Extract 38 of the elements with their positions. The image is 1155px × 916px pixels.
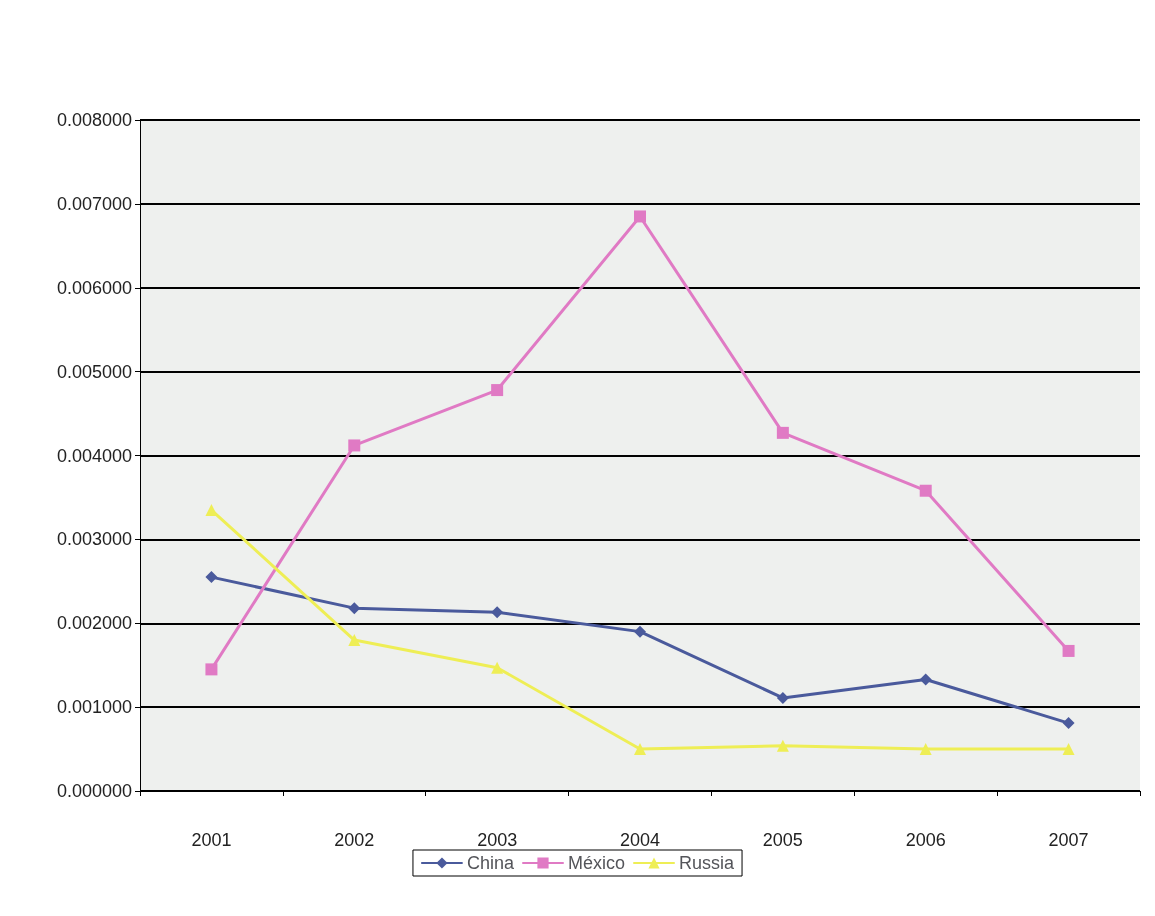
point (776, 426, 789, 439)
x-tick-label: 2002 (334, 830, 375, 850)
x-tick-label: 2007 (1048, 830, 1089, 850)
point (919, 673, 932, 686)
point (776, 691, 789, 704)
x-tick-label: 2001 (191, 830, 232, 850)
x-tick-label: 2005 (762, 830, 803, 850)
point (919, 743, 932, 756)
y-tick-label: 0.006000 (56, 277, 132, 298)
x-tick-label: 2004 (619, 830, 661, 850)
point (491, 384, 504, 397)
legend-label: China (466, 853, 515, 873)
point (776, 739, 789, 752)
legend-label: México (568, 853, 626, 873)
legend-label: Russia (679, 853, 736, 873)
point (1062, 743, 1075, 756)
y-tick-label: 0.003000 (56, 529, 132, 550)
point (205, 663, 218, 676)
point (919, 484, 932, 497)
y-tick-label: 0.007000 (56, 193, 132, 214)
y-tick-label: 0.005000 (56, 361, 132, 382)
point (205, 571, 218, 584)
point (634, 625, 646, 638)
point (1062, 644, 1075, 657)
y-tick-label: 0.000000 (56, 781, 132, 801)
x-tick-label: 2006 (905, 830, 946, 850)
point (348, 634, 361, 647)
point (634, 210, 646, 223)
point (491, 661, 504, 674)
point (491, 606, 504, 619)
y-tick-label: 0.002000 (56, 613, 132, 634)
point (1062, 717, 1075, 730)
y-tick-label: 0.001000 (56, 697, 132, 718)
y-tick-label: 0.008000 (56, 110, 132, 130)
point (348, 439, 361, 452)
point (634, 743, 646, 756)
x-tick-label: 2003 (477, 830, 518, 850)
y-tick-label: 0.004000 (56, 445, 132, 466)
